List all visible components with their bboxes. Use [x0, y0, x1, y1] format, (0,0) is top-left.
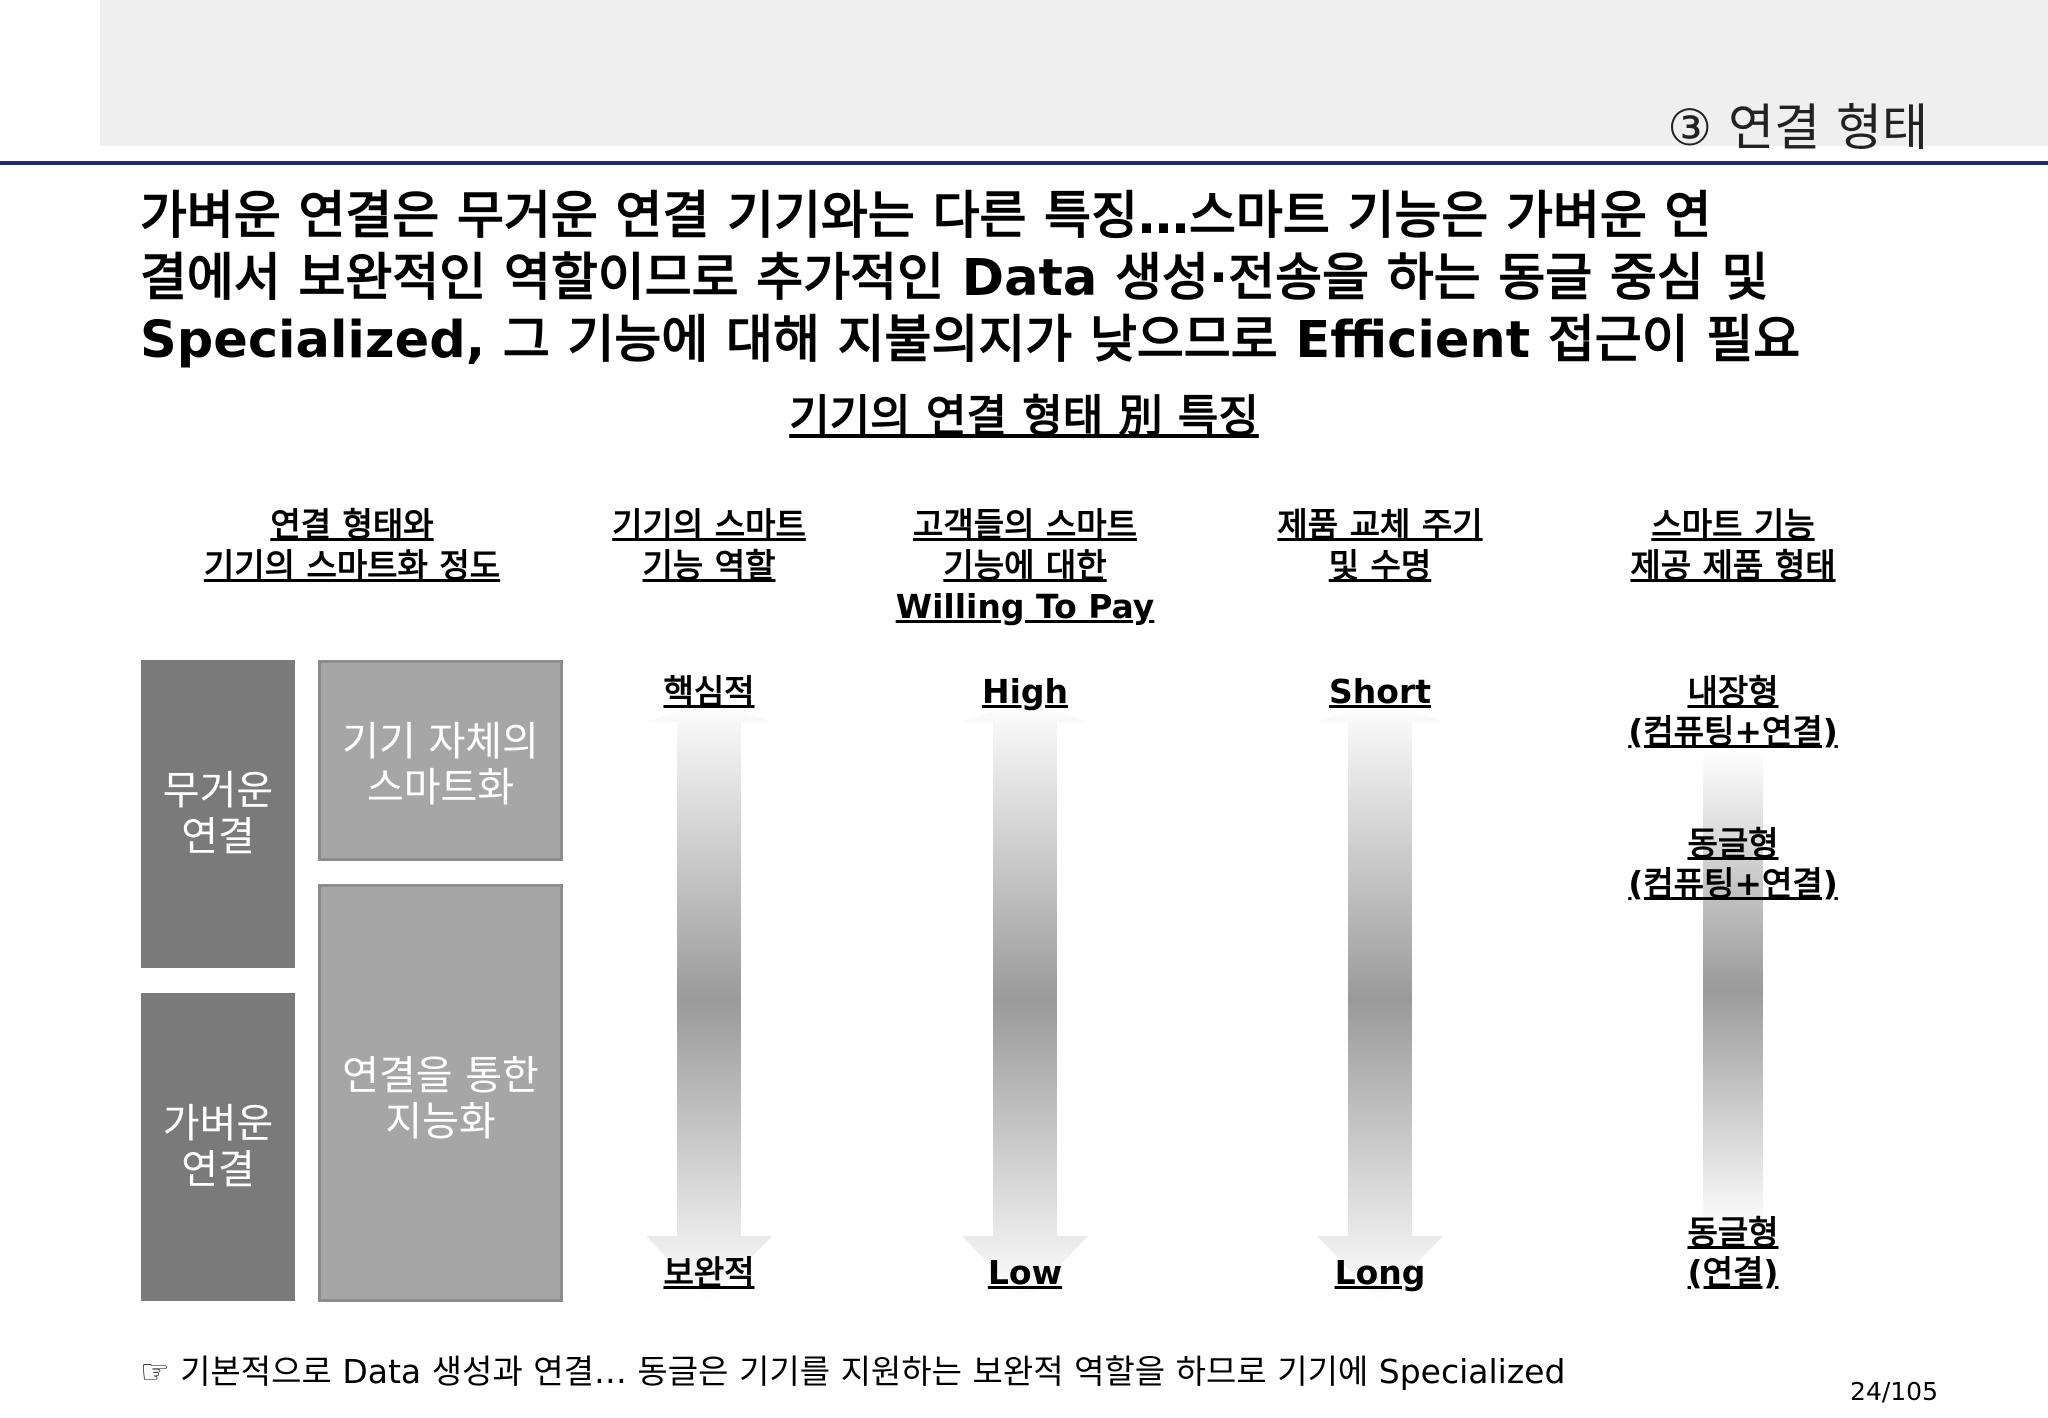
double-arrow-wtp: [962, 700, 1088, 1302]
wtp-top-label: High: [981, 672, 1069, 711]
header-band: [100, 0, 2048, 146]
headline: 가벼운 연결은 무거운 연결 기기와는 다른 특징…스마트 기능은 가벼운 연 …: [140, 186, 1940, 372]
role-bottom-label: 보완적: [663, 1253, 755, 1292]
chart-title: 기기의 연결 형태 別 특징: [789, 391, 1259, 442]
form-top-label: 내장형 (컴퓨팅+연결): [1628, 672, 1838, 751]
column-header-connection-type: 연결 형태와 기기의 스마트화 정도: [203, 505, 501, 585]
page-number: 24/105: [1850, 1377, 1938, 1406]
product-form-bar: [1703, 750, 1763, 1230]
form-middle-label: 동글형 (컴퓨팅+연결): [1628, 824, 1838, 903]
section-label: ③ 연결 형태: [1667, 99, 1928, 157]
headline-line: 가벼운 연결은 무거운 연결 기기와는 다른 특징…스마트 기능은 가벼운 연: [140, 187, 1712, 246]
form-bottom-label: 동글형 (연결): [1687, 1213, 1779, 1292]
cycle-bottom-label: Long: [1334, 1253, 1426, 1292]
header-rule: [0, 161, 2048, 165]
column-header-willing-to-pay: 고객들의 스마트 기능에 대한 Willing To Pay: [895, 505, 1155, 626]
wtp-bottom-label: Low: [987, 1253, 1063, 1292]
headline-line: 결에서 보완적인 역할이므로 추가적인 Data 생성·전송을 하는 동글 중심…: [140, 249, 1769, 308]
heavy-connection-box: 무거운 연결: [141, 660, 295, 968]
connected-smart-box: 연결을 통한 지능화: [318, 884, 563, 1302]
column-header-smart-role: 기기의 스마트 기능 역할: [612, 505, 806, 585]
light-connection-box: 가벼운 연결: [141, 993, 295, 1301]
column-header-replacement-cycle: 제품 교체 주기 및 수명: [1277, 505, 1483, 585]
column-header-product-form: 스마트 기능 제공 제품 형태: [1630, 505, 1836, 585]
role-top-label: 핵심적: [663, 672, 755, 711]
double-arrow-role: [646, 700, 772, 1302]
footnote: ☞ 기본적으로 Data 생성과 연결… 동글은 기기를 지원하는 보완적 역할…: [140, 1352, 1566, 1391]
headline-line: Specialized, 그 기능에 대해 지불의지가 낮으므로 Efficie…: [140, 311, 1801, 370]
self-smart-box: 기기 자체의 스마트화: [318, 660, 563, 861]
cycle-top-label: Short: [1329, 672, 1431, 711]
double-arrow-cycle: [1317, 700, 1443, 1302]
